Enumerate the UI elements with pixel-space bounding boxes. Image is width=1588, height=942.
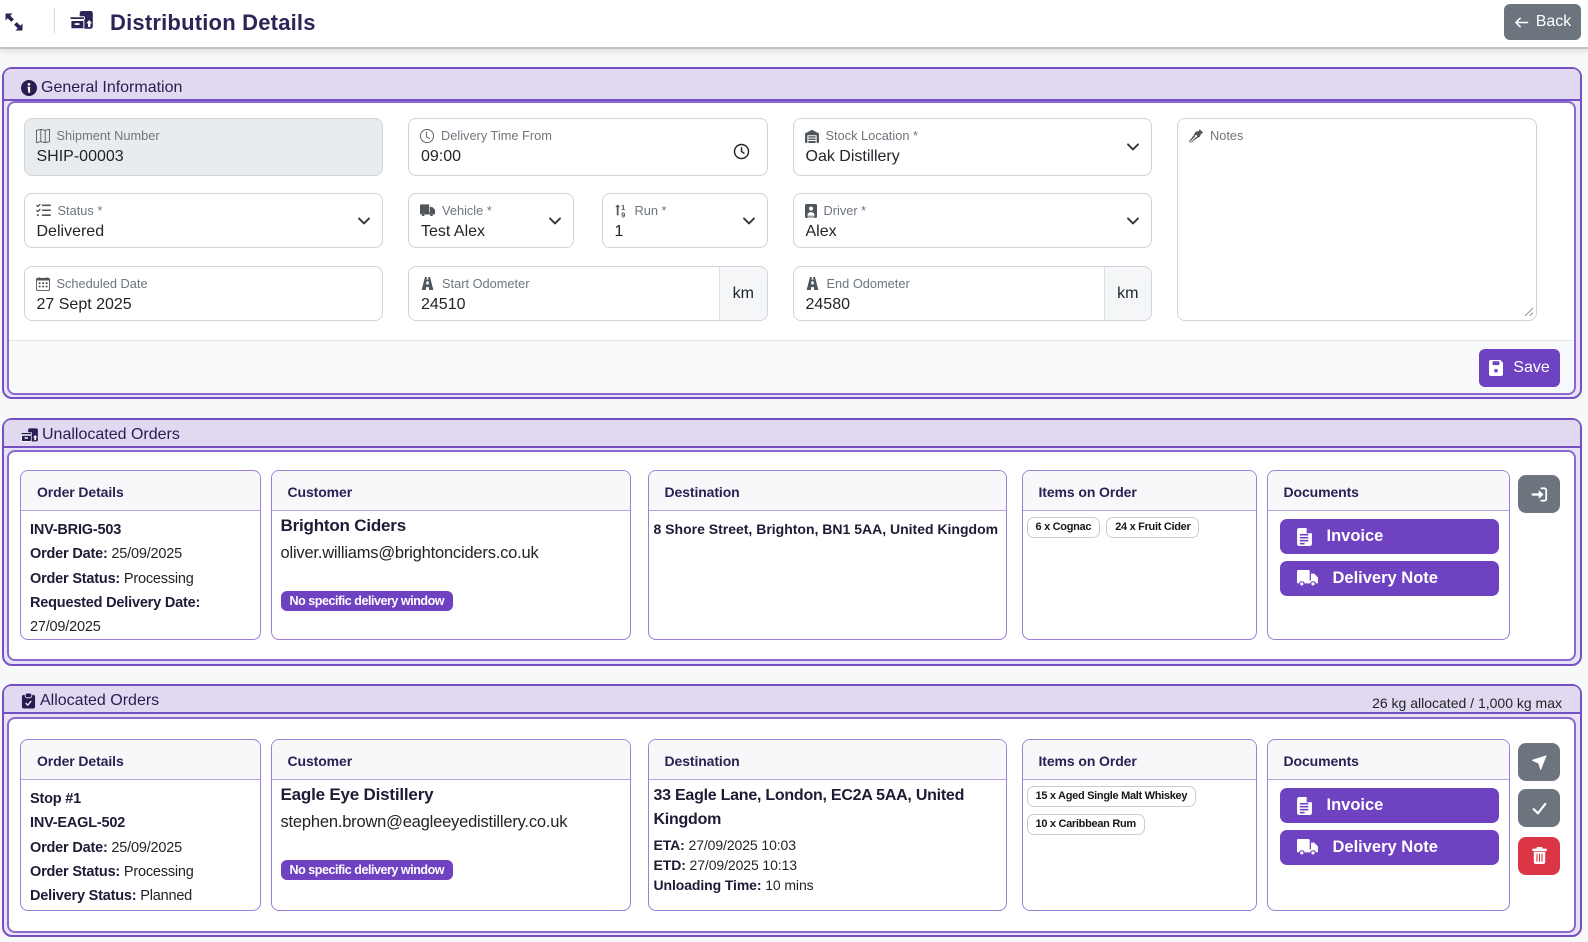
svg-text:9: 9 [621, 210, 625, 217]
svg-text:1: 1 [621, 204, 625, 212]
